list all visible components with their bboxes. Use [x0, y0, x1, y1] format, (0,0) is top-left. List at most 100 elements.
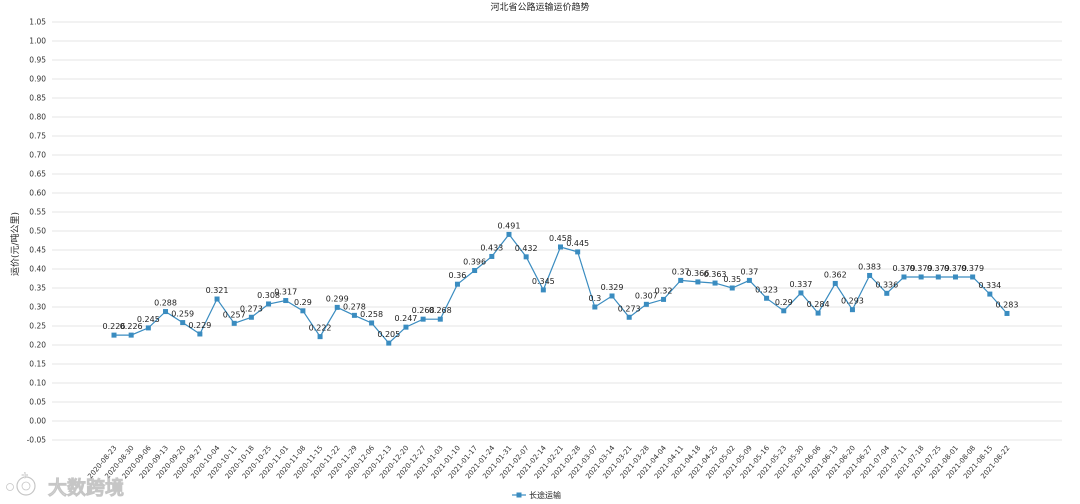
y-tick-label: 0.15 — [29, 360, 46, 369]
data-point — [266, 301, 272, 307]
data-label: 0.362 — [824, 270, 847, 279]
watermark: + 大数跨境 — [6, 471, 124, 499]
data-point — [300, 308, 306, 314]
data-label: 0.36 — [449, 271, 467, 280]
data-label: 0.35 — [723, 275, 741, 284]
data-label: 0.308 — [257, 291, 280, 300]
data-point — [884, 290, 890, 296]
data-point — [901, 274, 907, 280]
data-label: 0.283 — [996, 300, 1019, 309]
data-point — [197, 331, 203, 337]
data-label: 0.226 — [120, 322, 143, 331]
watermark-text: 大数跨境 — [48, 476, 124, 499]
data-point — [317, 334, 323, 340]
data-label: 0.37 — [672, 267, 690, 276]
y-tick-label: 0.35 — [29, 284, 46, 293]
data-point — [506, 231, 512, 237]
y-tick-label: 0.75 — [29, 132, 46, 141]
data-label: 0.3 — [588, 294, 601, 303]
data-label: 0.379 — [944, 264, 967, 273]
data-point — [970, 274, 976, 280]
data-point — [815, 310, 821, 316]
data-point — [695, 279, 701, 285]
y-tick-label: 0.90 — [29, 75, 46, 84]
grid-lines — [52, 21, 1062, 441]
data-label: 0.445 — [566, 239, 589, 248]
data-point — [128, 332, 134, 338]
data-label: 0.323 — [755, 285, 778, 294]
series-line — [114, 233, 1008, 344]
data-point — [798, 290, 804, 296]
y-tick-label: 0.40 — [29, 265, 46, 274]
data-point — [420, 316, 426, 322]
data-point — [867, 272, 873, 278]
data-point — [918, 274, 924, 280]
data-label: 0.29 — [775, 298, 793, 307]
data-label: 0.226 — [103, 322, 126, 331]
y-tick-label: 1.05 — [29, 18, 46, 27]
y-tick-label: 0.00 — [29, 417, 46, 426]
data-label: 0.229 — [188, 321, 211, 330]
data-point — [849, 307, 855, 313]
data-label: 0.293 — [841, 297, 864, 306]
legend: 长途运输 — [512, 490, 561, 500]
data-label: 0.383 — [858, 262, 881, 271]
data-point — [558, 244, 563, 250]
data-point — [180, 320, 186, 326]
data-label: 0.321 — [206, 286, 229, 295]
y-tick-label: 1.00 — [29, 37, 46, 46]
data-point — [231, 320, 237, 326]
data-point — [987, 291, 993, 297]
data-point — [781, 308, 787, 314]
data-point — [283, 298, 289, 304]
data-label: 0.258 — [360, 310, 383, 319]
data-label: 0.299 — [326, 294, 349, 303]
data-point — [472, 268, 478, 274]
data-label: 0.32 — [655, 286, 673, 295]
data-label: 0.329 — [601, 283, 624, 292]
x-axis-ticks: 2020-08-232020-08-302020-09-062020-09-13… — [86, 444, 1011, 481]
data-label: 0.222 — [309, 324, 332, 333]
data-point — [351, 312, 357, 318]
data-point — [540, 287, 546, 293]
data-label: 0.334 — [978, 281, 1001, 290]
data-label: 0.29 — [294, 298, 312, 307]
data-point — [609, 293, 615, 299]
svg-text:+: + — [21, 471, 29, 481]
data-label: 0.273 — [240, 304, 263, 313]
data-label: 0.245 — [137, 315, 160, 324]
data-point — [334, 304, 340, 310]
data-point — [626, 314, 632, 320]
chart-title: 河北省公路运输运价趋势 — [490, 1, 589, 13]
data-point — [111, 332, 117, 338]
data-label: 0.345 — [532, 277, 555, 286]
data-label: 0.433 — [480, 243, 503, 252]
data-label: 0.379 — [927, 264, 950, 273]
y-tick-label: 0.85 — [29, 94, 46, 103]
y-axis-label: 运价(元/吨公里) — [9, 212, 21, 276]
data-label: 0.379 — [893, 264, 916, 273]
legend-label: 长途运输 — [529, 490, 561, 500]
data-point — [403, 324, 409, 330]
data-point — [454, 281, 460, 287]
data-label: 0.337 — [789, 280, 812, 289]
legend-swatch-marker — [516, 492, 522, 498]
y-tick-label: 0.65 — [29, 170, 46, 179]
data-label: 0.247 — [394, 314, 417, 323]
data-label: 0.458 — [549, 234, 572, 243]
y-tick-label: 0.60 — [29, 189, 46, 198]
data-label: 0.396 — [463, 258, 486, 267]
data-label: 0.268 — [412, 306, 435, 315]
data-label: 0.336 — [875, 280, 898, 289]
data-label: 0.257 — [223, 310, 246, 319]
data-point — [832, 280, 838, 286]
data-point — [145, 325, 151, 331]
data-point — [643, 301, 649, 307]
y-tick-label: 0.55 — [29, 208, 46, 217]
data-point — [437, 316, 443, 322]
data-point — [746, 277, 752, 283]
y-tick-label: -0.05 — [27, 436, 47, 445]
y-tick-label: 0.50 — [29, 227, 46, 236]
